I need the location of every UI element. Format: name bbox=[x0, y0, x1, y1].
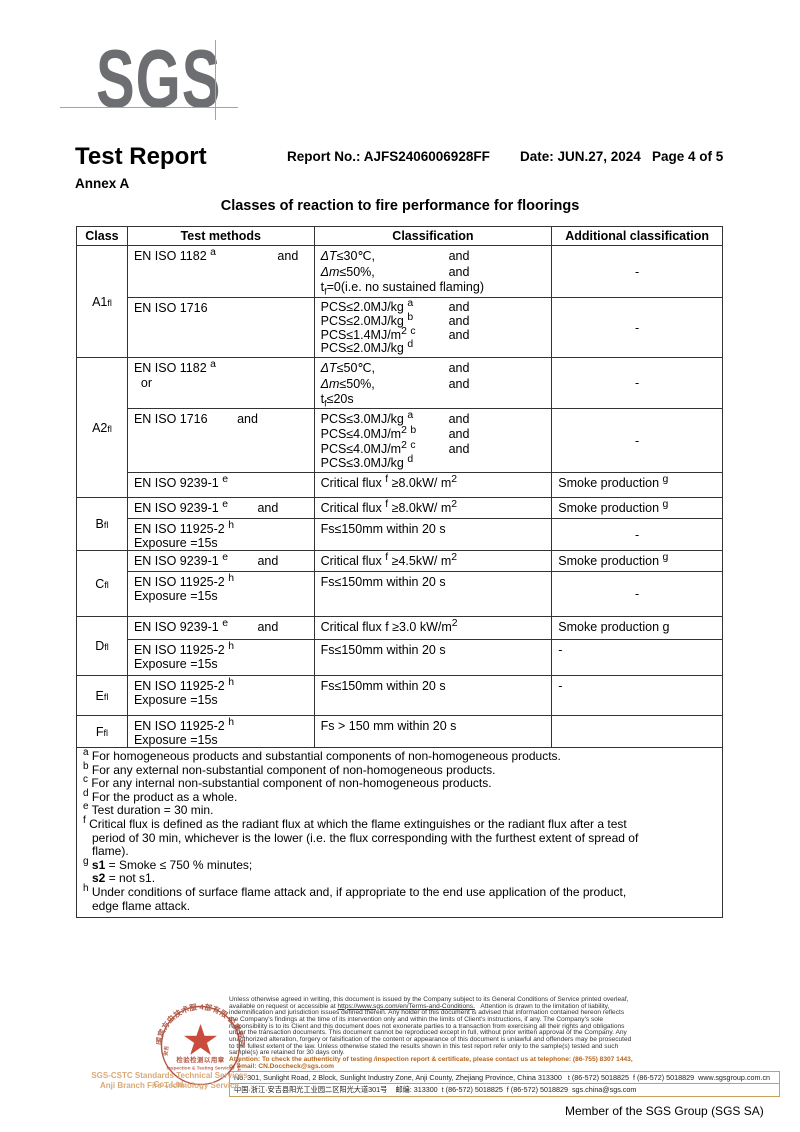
svg-text:检验检测以用章: 检验检测以用章 bbox=[176, 1055, 224, 1064]
svg-text:2014: 2014 bbox=[234, 1057, 241, 1071]
svg-text:安吉: 安吉 bbox=[162, 1045, 170, 1058]
